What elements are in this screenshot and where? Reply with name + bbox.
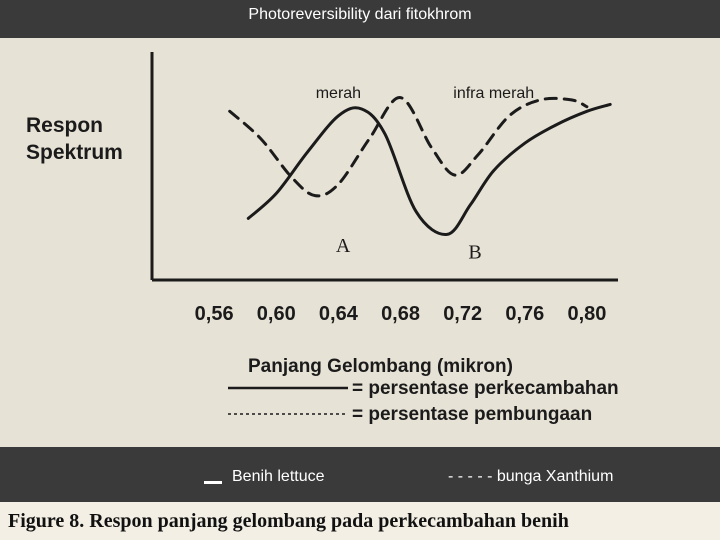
figure-caption: Figure 8. Respon panjang gelombang pada … bbox=[8, 510, 569, 532]
series-line-perkecambahan bbox=[246, 102, 612, 236]
title-bar bbox=[0, 0, 720, 38]
point-label: A bbox=[336, 235, 351, 257]
caption-band bbox=[0, 502, 720, 540]
x-tick-label: 0,76 bbox=[505, 303, 544, 325]
x-tick-label: 0,64 bbox=[319, 303, 359, 325]
legend-bar-left-label: Benih lettuce bbox=[232, 468, 325, 485]
x-tick-labels: 0,56 0,60 0,64 0,68 0,72 0,76 0,80 bbox=[195, 303, 607, 325]
legend-label: = persentase perkecambahan bbox=[352, 378, 619, 399]
region-labels: merah infra merah bbox=[316, 85, 534, 102]
x-tick-label: 0,68 bbox=[381, 303, 420, 325]
region-label: merah bbox=[316, 85, 361, 102]
legend-bar bbox=[0, 447, 720, 502]
legend-bar-right-label: - - - - - bunga Xanthium bbox=[448, 468, 614, 485]
chart-legend: = persentase perkecambahan = persentase p… bbox=[228, 378, 619, 425]
x-tick-label: 0,60 bbox=[257, 303, 296, 325]
x-tick-label: 0,80 bbox=[567, 303, 606, 325]
legend-bar-left: Benih lettuce bbox=[204, 468, 325, 486]
y-axis-label-line-2: Spektrum bbox=[26, 141, 123, 164]
chart-series bbox=[228, 96, 612, 236]
x-tick-label: 0,56 bbox=[195, 303, 234, 325]
point-label: B bbox=[468, 242, 481, 264]
solid-line-swatch-icon bbox=[204, 480, 222, 484]
y-axis-label-line-1: Respon bbox=[26, 114, 103, 137]
series-line-pembungaan bbox=[228, 96, 589, 198]
slide-title: Photoreversibility dari fitokhrom bbox=[248, 6, 472, 23]
region-label: infra merah bbox=[453, 85, 534, 102]
chart-axes bbox=[150, 52, 618, 282]
x-tick-label: 0,72 bbox=[443, 303, 482, 325]
x-axis-label: Panjang Gelombang (mikron) bbox=[248, 356, 513, 377]
legend-label: = persentase pembungaan bbox=[352, 404, 592, 425]
